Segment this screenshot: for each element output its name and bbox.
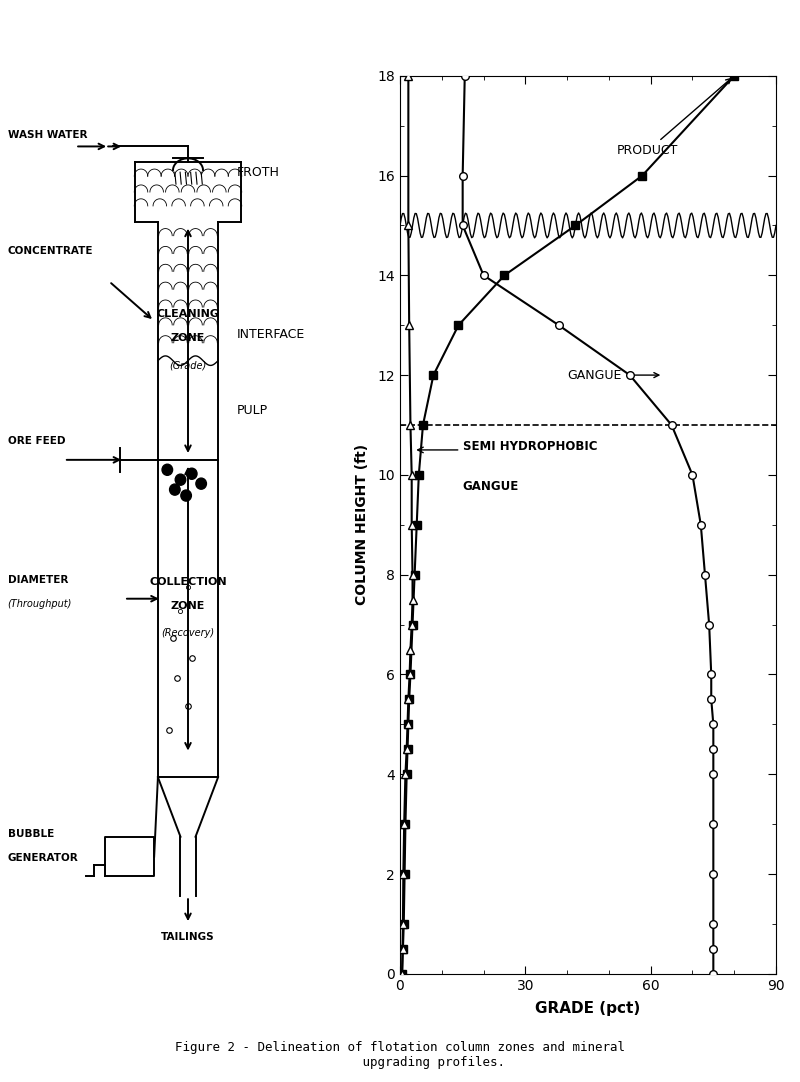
Text: (Recovery): (Recovery) [162, 629, 214, 638]
Text: GENERATOR: GENERATOR [7, 853, 78, 862]
Text: WASH WATER: WASH WATER [7, 131, 87, 141]
Circle shape [186, 469, 197, 479]
Text: GANGUE: GANGUE [567, 369, 659, 382]
Text: TAILINGS: TAILINGS [161, 932, 215, 942]
Text: ZONE: ZONE [171, 333, 205, 343]
Text: GANGUE: GANGUE [462, 479, 519, 492]
Circle shape [181, 490, 191, 501]
Circle shape [196, 478, 206, 489]
Text: INTERFACE: INTERFACE [237, 328, 305, 341]
Text: COLLECTION: COLLECTION [149, 577, 227, 586]
Circle shape [162, 464, 173, 475]
X-axis label: GRADE (pct): GRADE (pct) [535, 1001, 641, 1016]
Text: Figure 2 - Delineation of flotation column zones and mineral
         upgrading : Figure 2 - Delineation of flotation colu… [175, 1041, 625, 1069]
Text: FROTH: FROTH [237, 166, 280, 179]
Text: CLEANING: CLEANING [157, 309, 219, 319]
Text: BUBBLE: BUBBLE [7, 829, 54, 839]
Text: (Grade): (Grade) [170, 360, 206, 371]
Text: SEMI HYDROPHOBIC: SEMI HYDROPHOBIC [462, 440, 597, 453]
Text: DIAMETER: DIAMETER [7, 575, 68, 585]
Circle shape [170, 484, 180, 496]
Text: CONCENTRATE: CONCENTRATE [7, 246, 93, 255]
Text: ORE FEED: ORE FEED [7, 436, 65, 446]
Text: (Throughput): (Throughput) [7, 598, 72, 609]
Text: PULP: PULP [237, 404, 268, 417]
Text: PRODUCT: PRODUCT [618, 79, 731, 157]
Circle shape [175, 474, 186, 485]
Y-axis label: COLUMN HEIGHT (ft): COLUMN HEIGHT (ft) [355, 445, 369, 605]
Text: ZONE: ZONE [171, 601, 205, 610]
